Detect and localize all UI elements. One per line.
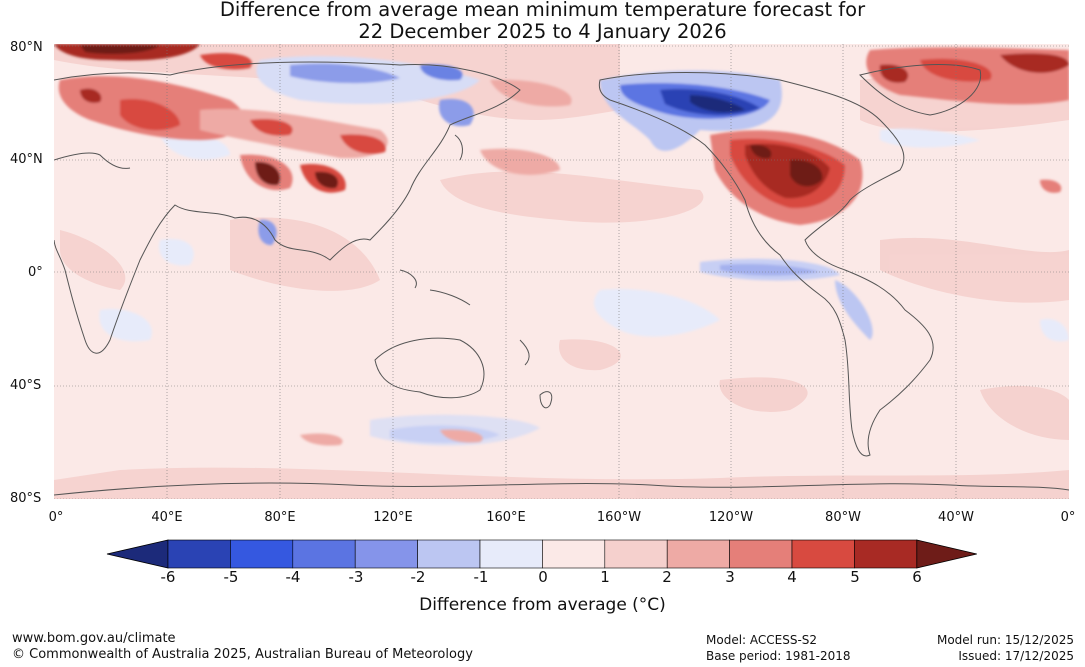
gridlines: [54, 44, 1069, 499]
footer-model-run: Model run: 15/12/2025: [936, 633, 1074, 647]
colorbar-extend-low: [106, 539, 169, 569]
lat-label-80s: 80°S: [10, 491, 42, 506]
colorbar-segment: [230, 539, 294, 569]
colorbar-tick: 3: [725, 568, 735, 586]
footer-model: Model: ACCESS-S2: [706, 633, 818, 647]
lat-label-80n: 80°N: [10, 40, 43, 55]
colorbar-segment: [479, 539, 543, 569]
lon-label-120w: 120°W: [708, 510, 754, 525]
chart-title-line1: Difference from average mean minimum tem…: [219, 0, 866, 21]
lon-label-0-left: 0°: [48, 510, 64, 525]
colorbar-segment: [604, 539, 668, 569]
lon-label-40w: 40°W: [938, 510, 974, 525]
colorbar-segment: [729, 539, 793, 569]
chart-title-line2: 22 December 2025 to 4 January 2026: [358, 20, 727, 43]
lat-label-40s: 40°S: [10, 378, 42, 393]
colorbar-tick: 1: [600, 568, 610, 586]
colorbar-tick: 5: [850, 568, 860, 586]
colorbar-segment: [292, 539, 356, 569]
warm-anomalies: [54, 44, 1069, 446]
colorbar-segment: [854, 539, 918, 569]
colorbar-segment: [417, 539, 481, 569]
colorbar-segment: [666, 539, 730, 569]
colorbar-tick: -6: [160, 568, 176, 586]
lat-label-40n: 40°N: [10, 152, 43, 167]
lon-label-80e: 80°E: [264, 510, 296, 525]
lon-label-0-right: 0°: [1060, 510, 1076, 525]
colorbar: [106, 539, 977, 569]
temperature-anomaly-map: [54, 44, 1069, 499]
colorbar-segment: [167, 539, 231, 569]
colorbar-tick: 6: [912, 568, 922, 586]
lon-label-120e: 120°E: [373, 510, 413, 525]
lon-label-80w: 80°W: [825, 510, 861, 525]
lat-label-equator: 0°: [28, 265, 43, 280]
colorbar-segment: [791, 539, 855, 569]
colorbar-segment: [542, 539, 606, 569]
footer-issued: Issued: 17/12/2025: [958, 649, 1074, 663]
colorbar-tick: 2: [662, 568, 672, 586]
colorbar-segment: [354, 539, 418, 569]
colorbar-tick: -1: [473, 568, 489, 586]
colorbar-tick: -3: [348, 568, 364, 586]
colorbar-tick: -2: [410, 568, 426, 586]
colorbar-label: Difference from average (°C): [419, 595, 666, 615]
colorbar-tick: -5: [223, 568, 239, 586]
footer-base-period: Base period: 1981-2018: [706, 649, 851, 663]
colorbar-tick: -4: [285, 568, 301, 586]
lon-label-160e: 160°E: [486, 510, 526, 525]
colorbar-extend-high: [916, 539, 977, 569]
colorbar-tick: 0: [538, 568, 548, 586]
colorbar-tick: 4: [787, 568, 797, 586]
coastlines: [54, 61, 1069, 496]
lon-label-40e: 40°E: [151, 510, 183, 525]
cold-anomalies: [99, 56, 1069, 446]
footer-url[interactable]: www.bom.gov.au/climate: [12, 631, 176, 646]
footer-copyright: © Commonwealth of Australia 2025, Austra…: [12, 647, 473, 662]
lon-label-160w: 160°W: [596, 510, 642, 525]
